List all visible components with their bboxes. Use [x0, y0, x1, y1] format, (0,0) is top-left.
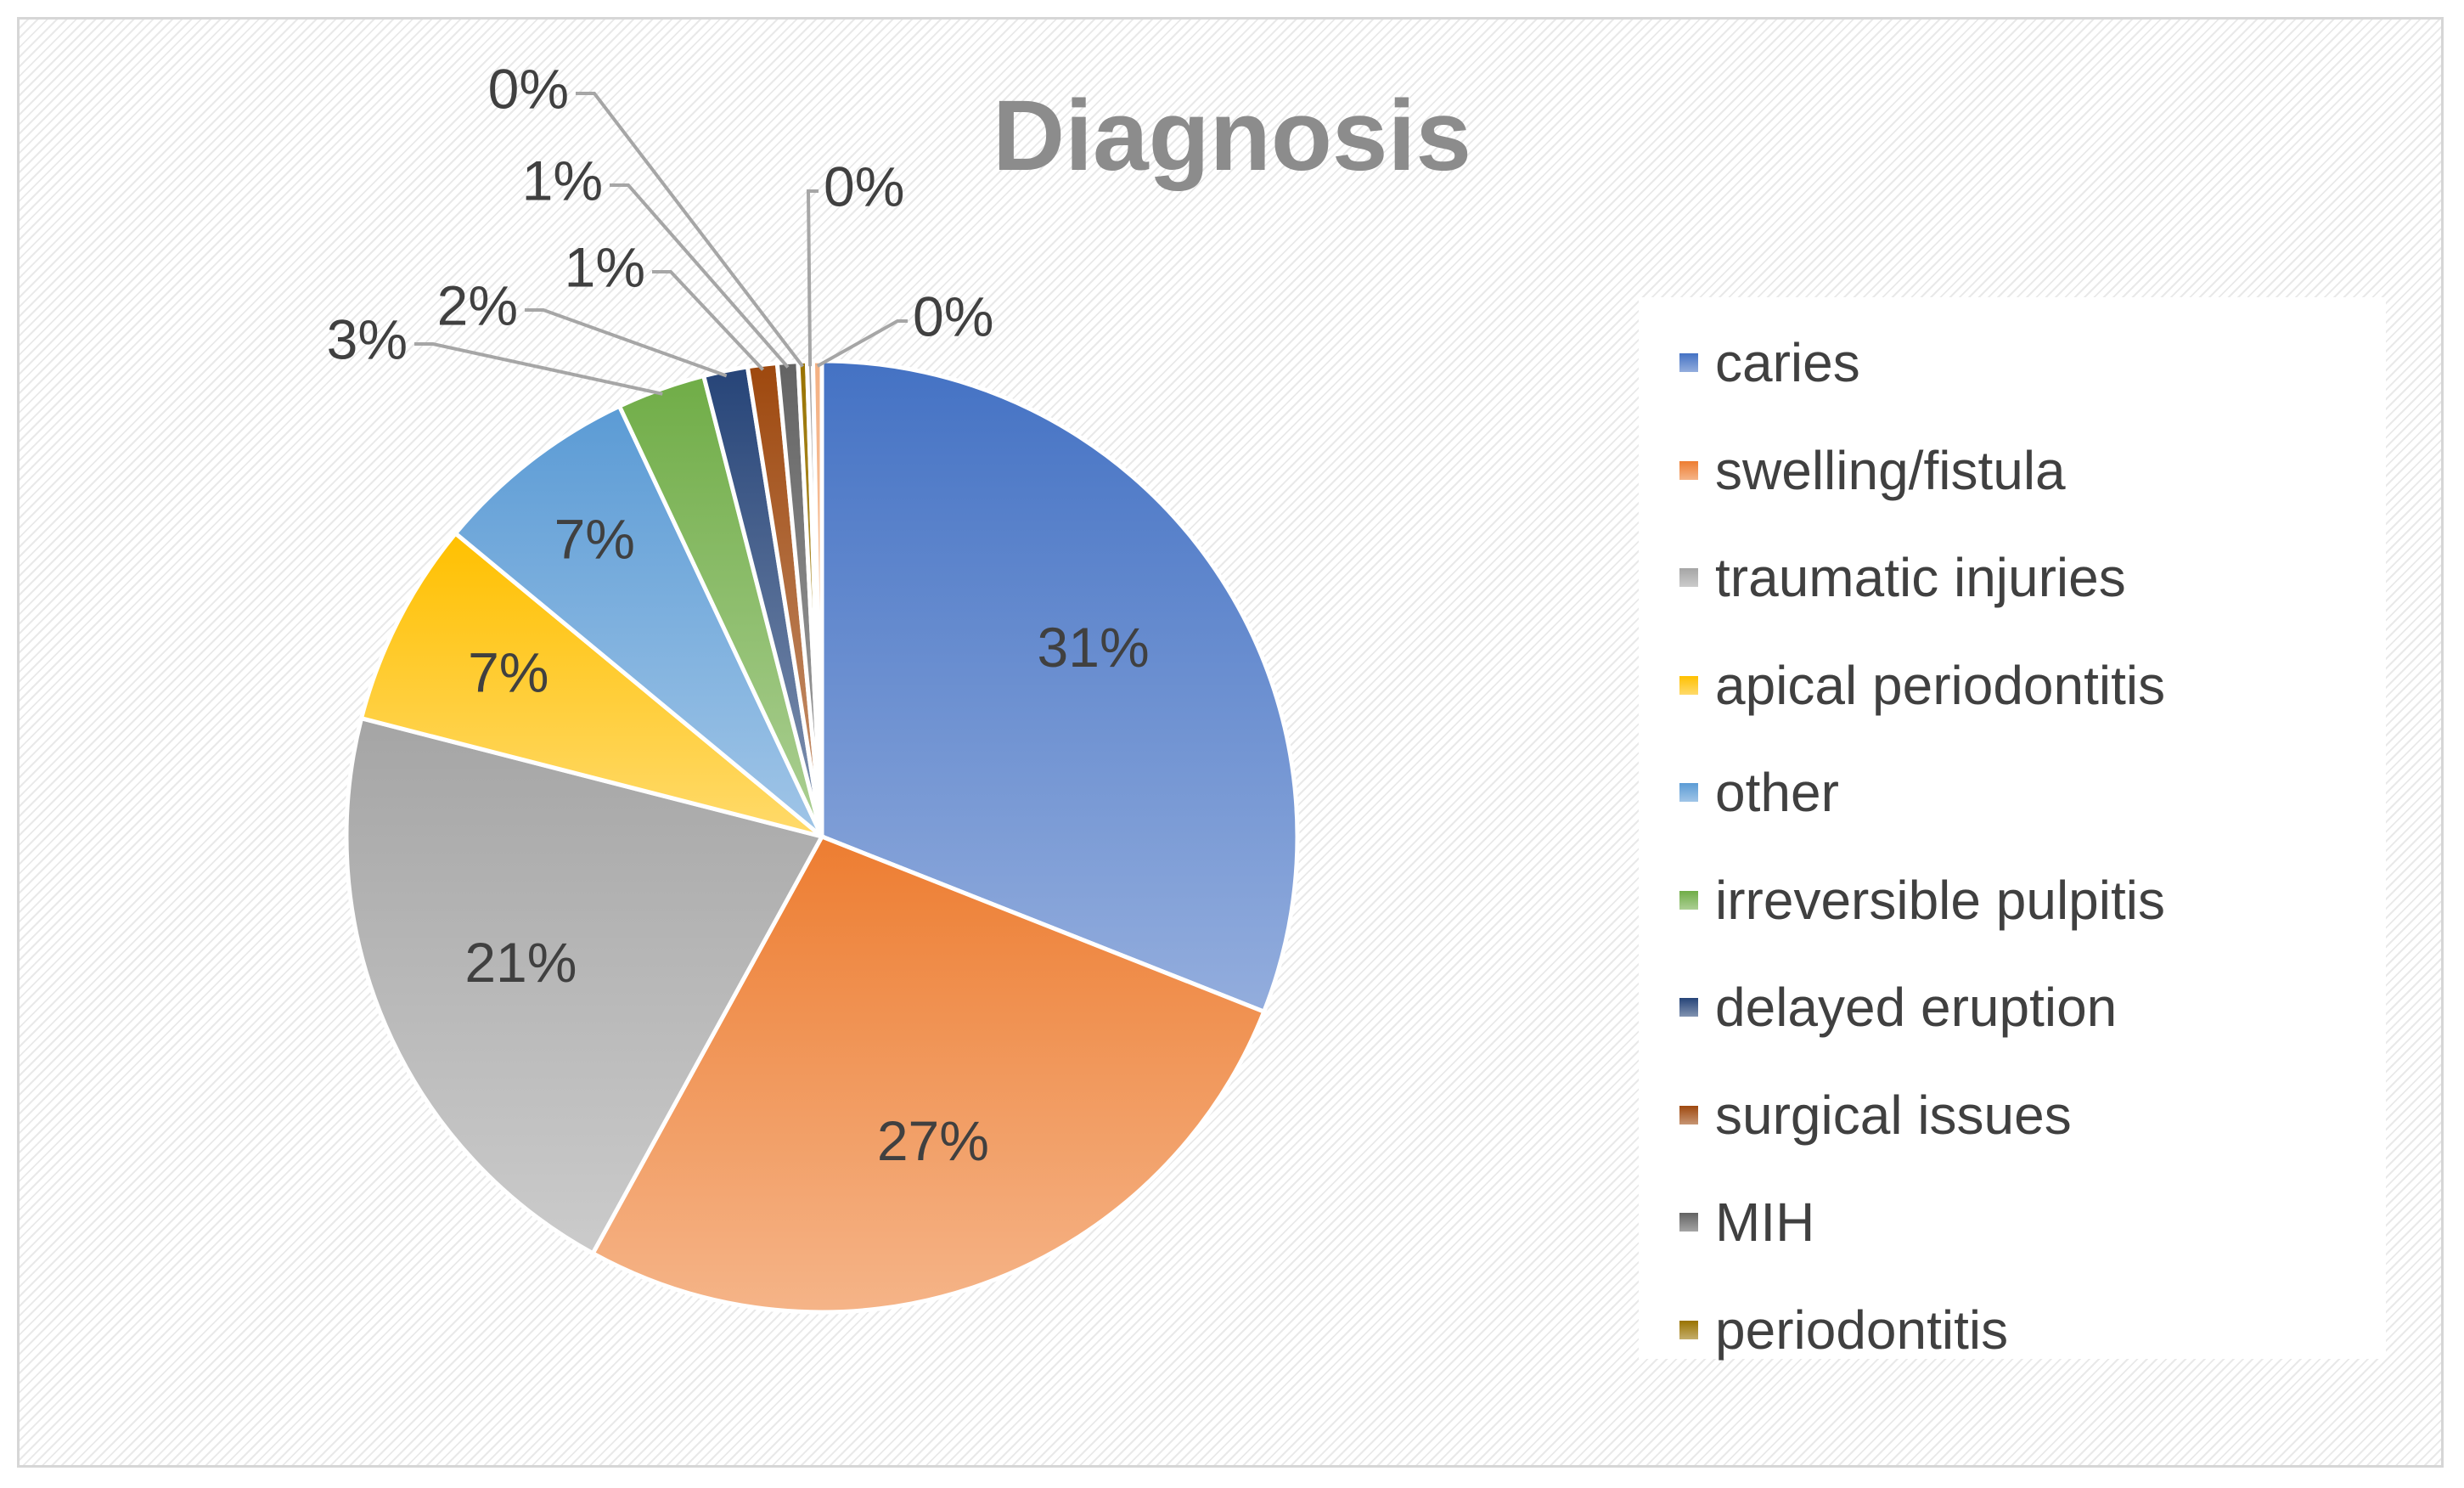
pie-slice	[452, 403, 824, 838]
legend-item: periodontitis	[1639, 1277, 2386, 1384]
legend-label: periodontitis	[1715, 1299, 2009, 1361]
legend-label: swelling/fistula	[1715, 439, 2066, 501]
legend-swatch	[1679, 460, 1698, 480]
data-label: 7%	[554, 507, 635, 570]
legend-swatch	[1679, 1105, 1698, 1124]
legend-label: other	[1715, 762, 1839, 824]
data-label: 0%	[488, 57, 569, 120]
data-label: 31%	[1038, 616, 1150, 679]
legend-swatch	[1679, 675, 1698, 695]
legend-swatch	[1679, 568, 1698, 588]
data-label: 0%	[913, 285, 993, 347]
legend-swatch	[1679, 1213, 1698, 1232]
data-label: 1%	[565, 235, 645, 298]
data-label: 0%	[824, 155, 904, 217]
legend-label: delayed eruption	[1715, 977, 2118, 1039]
data-label: 7%	[468, 640, 548, 703]
pie-slice	[358, 530, 824, 839]
data-label: 21%	[464, 931, 577, 994]
legend-swatch	[1679, 1320, 1698, 1339]
pie-slice	[819, 358, 1300, 1015]
leader-line	[525, 308, 728, 378]
legend-label: caries	[1715, 332, 1860, 394]
leader-line	[414, 342, 663, 396]
leader-line	[806, 189, 819, 367]
legend-label: irreversible pulpitis	[1715, 869, 2165, 931]
legend-swatch	[1679, 998, 1698, 1017]
leader-line	[610, 183, 790, 369]
legend-label: surgical issues	[1715, 1084, 2072, 1146]
legend-item: caries	[1639, 309, 2386, 417]
chart-title: Diagnosis	[993, 80, 1471, 192]
data-label: 2%	[437, 273, 518, 336]
leader-line	[652, 270, 765, 371]
legend-item: other	[1639, 739, 2386, 847]
legend-swatch	[1679, 783, 1698, 803]
legend-swatch	[1679, 890, 1698, 910]
legend-item: traumatic injuries	[1639, 524, 2386, 632]
legend-item: delayed eruption	[1639, 954, 2386, 1062]
legend-item: MIH	[1639, 1169, 2386, 1277]
legend-swatch	[1679, 353, 1698, 373]
data-label: 3%	[327, 307, 408, 370]
pie-slice	[344, 715, 825, 1257]
legend-item: swelling/fistula	[1639, 417, 2386, 525]
legend-label: MIH	[1715, 1192, 1815, 1254]
pie-slice	[589, 833, 1267, 1315]
data-label: 27%	[877, 1109, 989, 1172]
legend-item: irreversible pulpitis	[1639, 847, 2386, 955]
legend-label: apical periodontitis	[1715, 654, 2166, 716]
pie-slice	[810, 358, 824, 837]
leader-line	[576, 92, 804, 368]
legend-item: apical periodontitis	[1639, 632, 2386, 740]
legend-label: traumatic injuries	[1715, 547, 2126, 609]
legend-item: surgical issues	[1639, 1062, 2386, 1170]
legend: caries swelling/fistula traumatic injuries…	[1639, 297, 2386, 1361]
data-label: 1%	[522, 149, 603, 211]
leader-line	[816, 319, 908, 368]
